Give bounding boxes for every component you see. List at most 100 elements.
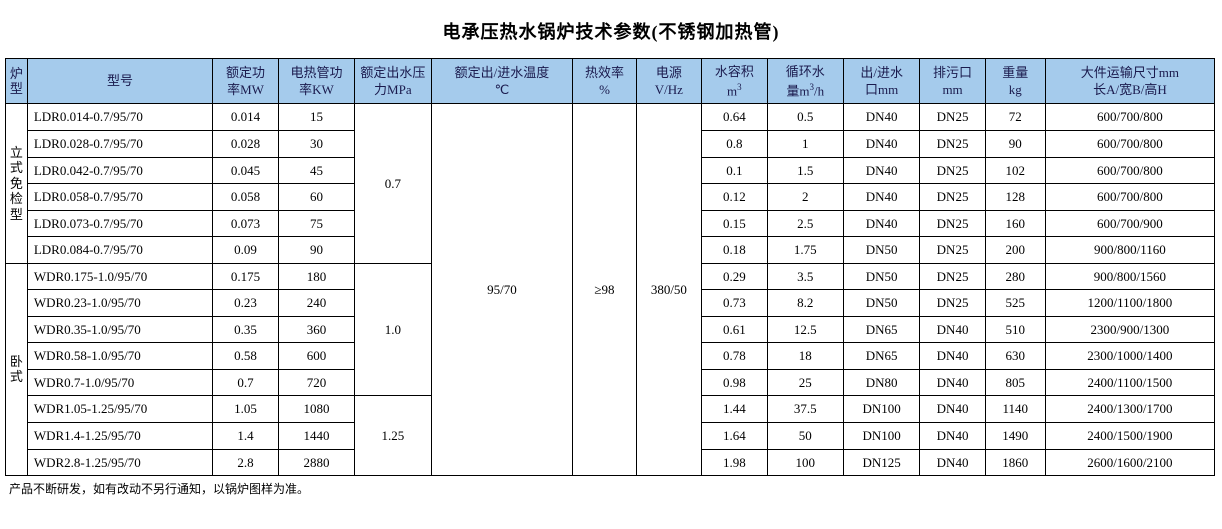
cell-wt: 90 [985, 130, 1045, 157]
cell-mw: 0.35 [213, 316, 278, 343]
cell-mw: 0.028 [213, 130, 278, 157]
cell-kw: 180 [278, 263, 354, 290]
cell-wt: 1490 [985, 422, 1045, 449]
col-temp: 额定出/进水温度℃ [431, 59, 573, 104]
type-horizontal: 卧式 [6, 263, 28, 475]
cell-dims: 600/700/800 [1045, 184, 1214, 211]
cell-drain: DN25 [920, 290, 985, 317]
spec-table: 炉型 型号 额定功率MW 电热管功率KW 额定出水压力MPa 额定出/进水温度℃… [5, 58, 1215, 476]
cell-kw: 75 [278, 210, 354, 237]
cell-kw: 15 [278, 104, 354, 131]
col-drain: 排污口mm [920, 59, 985, 104]
cell-mw: 0.014 [213, 104, 278, 131]
cell-model: LDR0.028-0.7/95/70 [27, 130, 212, 157]
cell-drain: DN40 [920, 316, 985, 343]
col-inout: 出/进水口mm [843, 59, 919, 104]
col-rated-power: 额定功率MW [213, 59, 278, 104]
cell-wt: 102 [985, 157, 1045, 184]
col-model: 型号 [27, 59, 212, 104]
cell-wt: 200 [985, 237, 1045, 264]
cell-model: WDR1.4-1.25/95/70 [27, 422, 212, 449]
cell-model: LDR0.073-0.7/95/70 [27, 210, 212, 237]
cell-drain: DN25 [920, 210, 985, 237]
cell-vol: 1.44 [702, 396, 767, 423]
cell-kw: 30 [278, 130, 354, 157]
col-water-vol: 水容积m3 [702, 59, 767, 104]
cell-power-supply: 380/50 [636, 104, 701, 476]
cell-inout: DN50 [843, 263, 919, 290]
cell-circ: 1 [767, 130, 843, 157]
cell-circ: 2 [767, 184, 843, 211]
cell-inout: DN65 [843, 316, 919, 343]
cell-wt: 1860 [985, 449, 1045, 476]
cell-circ: 2.5 [767, 210, 843, 237]
cell-vol: 0.15 [702, 210, 767, 237]
cell-vol: 0.12 [702, 184, 767, 211]
cell-vol: 0.98 [702, 369, 767, 396]
cell-inout: DN50 [843, 237, 919, 264]
cell-circ: 18 [767, 343, 843, 370]
cell-kw: 1080 [278, 396, 354, 423]
cell-kw: 45 [278, 157, 354, 184]
cell-eff: ≥98 [573, 104, 636, 476]
cell-drain: DN25 [920, 184, 985, 211]
cell-pressure: 1.0 [355, 263, 431, 396]
cell-inout: DN100 [843, 396, 919, 423]
cell-temp: 95/70 [431, 104, 573, 476]
cell-pressure: 1.25 [355, 396, 431, 476]
cell-wt: 525 [985, 290, 1045, 317]
cell-dims: 600/700/800 [1045, 130, 1214, 157]
cell-wt: 280 [985, 263, 1045, 290]
cell-vol: 0.61 [702, 316, 767, 343]
cell-circ: 3.5 [767, 263, 843, 290]
cell-vol: 0.18 [702, 237, 767, 264]
col-circ-water: 循环水量m3/h [767, 59, 843, 104]
col-weight: 重量kg [985, 59, 1045, 104]
cell-mw: 0.7 [213, 369, 278, 396]
cell-kw: 240 [278, 290, 354, 317]
col-power: 电源V/Hz [636, 59, 701, 104]
cell-mw: 0.23 [213, 290, 278, 317]
cell-mw: 2.8 [213, 449, 278, 476]
cell-circ: 1.5 [767, 157, 843, 184]
cell-drain: DN40 [920, 343, 985, 370]
cell-drain: DN40 [920, 396, 985, 423]
cell-vol: 1.64 [702, 422, 767, 449]
cell-mw: 1.05 [213, 396, 278, 423]
cell-kw: 720 [278, 369, 354, 396]
cell-vol: 0.73 [702, 290, 767, 317]
col-eff: 热效率% [573, 59, 636, 104]
cell-vol: 0.78 [702, 343, 767, 370]
cell-drain: DN40 [920, 449, 985, 476]
cell-mw: 0.175 [213, 263, 278, 290]
cell-mw: 0.058 [213, 184, 278, 211]
cell-mw: 0.58 [213, 343, 278, 370]
cell-model: LDR0.042-0.7/95/70 [27, 157, 212, 184]
col-tube-power: 电热管功率KW [278, 59, 354, 104]
cell-model: WDR0.35-1.0/95/70 [27, 316, 212, 343]
col-rated-pressure: 额定出水压力MPa [355, 59, 431, 104]
cell-dims: 900/800/1560 [1045, 263, 1214, 290]
cell-mw: 0.073 [213, 210, 278, 237]
cell-dims: 2400/1300/1700 [1045, 396, 1214, 423]
cell-inout: DN50 [843, 290, 919, 317]
cell-mw: 1.4 [213, 422, 278, 449]
cell-dims: 600/700/800 [1045, 157, 1214, 184]
cell-vol: 0.29 [702, 263, 767, 290]
cell-mw: 0.09 [213, 237, 278, 264]
cell-model: WDR0.175-1.0/95/70 [27, 263, 212, 290]
cell-dims: 2400/1100/1500 [1045, 369, 1214, 396]
cell-kw: 1440 [278, 422, 354, 449]
cell-drain: DN25 [920, 157, 985, 184]
cell-circ: 25 [767, 369, 843, 396]
cell-wt: 805 [985, 369, 1045, 396]
cell-kw: 90 [278, 237, 354, 264]
cell-vol: 0.1 [702, 157, 767, 184]
cell-model: LDR0.058-0.7/95/70 [27, 184, 212, 211]
cell-vol: 0.8 [702, 130, 767, 157]
cell-circ: 1.75 [767, 237, 843, 264]
cell-drain: DN25 [920, 263, 985, 290]
cell-inout: DN80 [843, 369, 919, 396]
cell-wt: 1140 [985, 396, 1045, 423]
cell-wt: 630 [985, 343, 1045, 370]
